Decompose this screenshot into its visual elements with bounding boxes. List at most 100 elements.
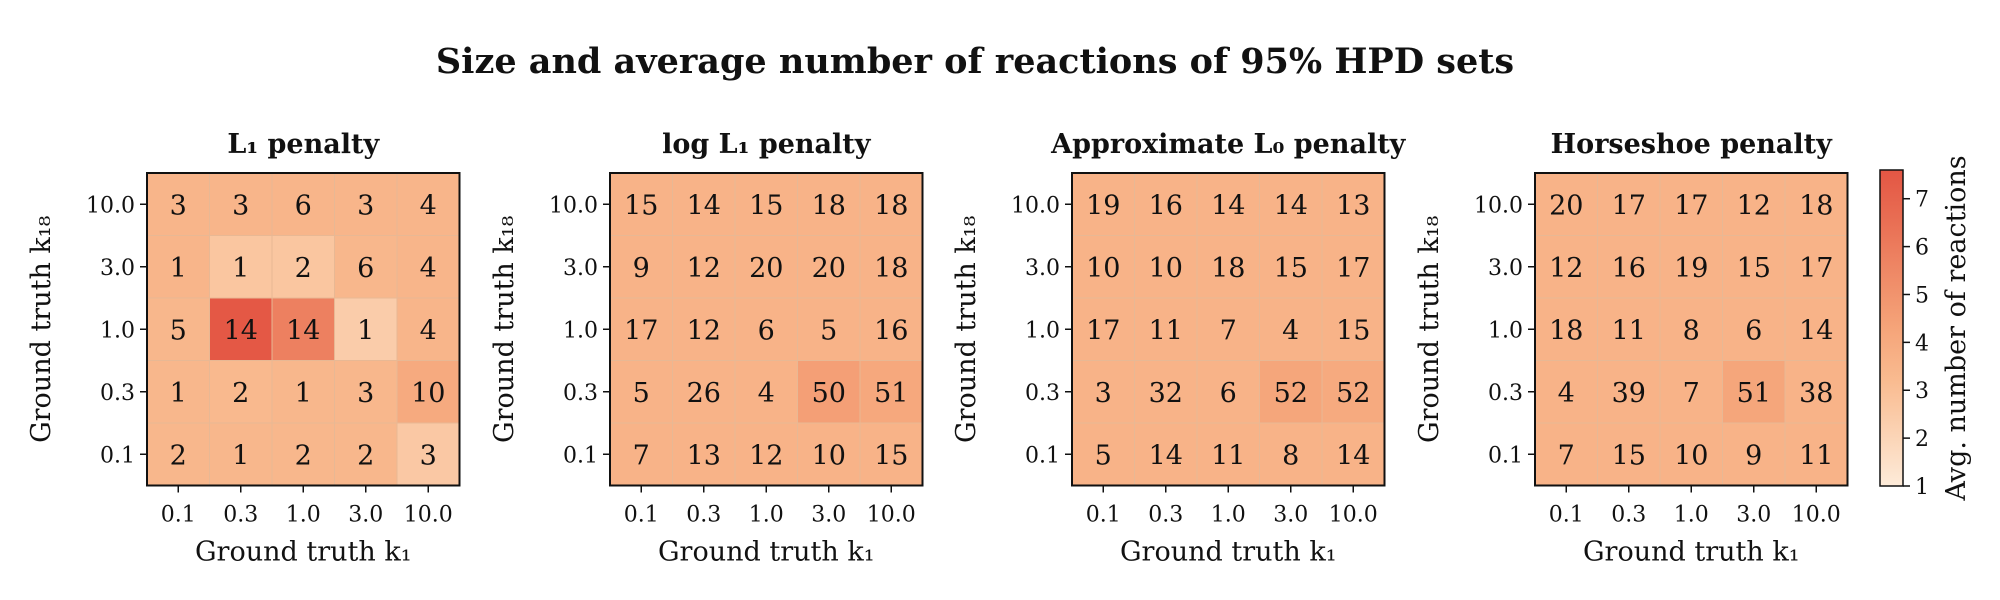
cell-label: 16: [1149, 190, 1183, 221]
cell-label: 18: [874, 253, 908, 284]
heatmap-cell: [1534, 360, 1598, 424]
heatmap-cell: [1196, 172, 1260, 236]
cell-label: 1: [232, 253, 249, 284]
cell-label: 5: [633, 378, 650, 409]
cell-label: 14: [1336, 440, 1370, 471]
cell-label: 7: [1220, 315, 1237, 346]
cell-label: 20: [1549, 190, 1583, 221]
x-tick-label: 0.3: [1148, 503, 1183, 528]
x-tick-label: 1.0: [749, 503, 784, 528]
heatmap-cell: [1784, 297, 1848, 361]
cell-label: 11: [1799, 440, 1833, 471]
colorbar-tick-label: 3: [1915, 379, 1929, 404]
heatmap-cell: [1597, 360, 1661, 424]
y-tick-label: 0.3: [1025, 381, 1060, 406]
x-tick-label: 10.0: [1329, 503, 1378, 528]
heatmap-cell: [1722, 360, 1786, 424]
cell-label: 10: [1674, 440, 1708, 471]
heatmap-panel-3: Approximate L₀ penalty 19 16 14 14 13 10 10 18 15…: [951, 129, 1407, 568]
cell-label: 50: [812, 378, 846, 409]
cell-label: 13: [1336, 190, 1370, 221]
heatmap-cell: [1659, 172, 1723, 236]
heatmap-cell: [1196, 235, 1260, 299]
cell-label: 15: [1612, 440, 1646, 471]
y-tick-label: 1.0: [1025, 318, 1060, 343]
heatmap-cell: [1784, 172, 1848, 236]
cell-label: 12: [687, 315, 721, 346]
cell-label: 5: [1095, 440, 1112, 471]
cell-label: 20: [812, 253, 846, 284]
heatmap-cell: [797, 172, 861, 236]
cell-label: 10: [1149, 253, 1183, 284]
heatmap-cell: [1071, 297, 1135, 361]
cell-label: 12: [687, 253, 721, 284]
cell-label: 15: [1737, 253, 1771, 284]
cell-label: 4: [1558, 378, 1575, 409]
x-tick-label: 1.0: [1211, 503, 1246, 528]
cell-label: 3: [232, 190, 249, 221]
cell-label: 10: [411, 378, 445, 409]
cell-label: 52: [1336, 378, 1370, 409]
cell-label: 10: [1086, 253, 1120, 284]
heatmap-cell: [609, 360, 673, 424]
cell-label: 3: [357, 190, 374, 221]
cell-label: 15: [624, 190, 658, 221]
heatmap-cell: [672, 360, 736, 424]
cell-label: 16: [874, 315, 908, 346]
colorbar-gradient: [1879, 169, 1904, 487]
heatmap-cell: [1597, 235, 1661, 299]
cell-label: 18: [1549, 315, 1583, 346]
heatmap-cell: [1134, 235, 1198, 299]
heatmap-cell: [1196, 297, 1260, 361]
cell-label: 2: [357, 440, 374, 471]
heatmap-cell: [609, 297, 673, 361]
cell-label: 17: [1086, 315, 1120, 346]
y-tick-label: 10.0: [549, 193, 598, 218]
x-tick-label: 10.0: [404, 503, 453, 528]
cell-label: 18: [1799, 190, 1833, 221]
y-tick-label: 0.3: [1488, 381, 1523, 406]
heatmap-cell: [271, 235, 335, 299]
y-tick-label: 3.0: [563, 256, 598, 281]
heatmap-cell: [1784, 422, 1848, 486]
y-tick-label: 0.1: [1025, 443, 1060, 468]
heatmap-cell: [271, 422, 335, 486]
cell-label: 17: [1336, 253, 1370, 284]
heatmap-cell: [1071, 422, 1135, 486]
cell-label: 6: [1745, 315, 1762, 346]
cell-label: 32: [1149, 378, 1183, 409]
cell-label: 51: [1737, 378, 1771, 409]
heatmap-cell: [1597, 297, 1661, 361]
x-tick-label: 0.1: [161, 503, 196, 528]
panel-title: Horseshoe penalty: [1551, 129, 1833, 160]
cell-label: 5: [170, 315, 187, 346]
cell-label: 3: [1095, 378, 1112, 409]
cell-label: 15: [874, 440, 908, 471]
cell-label: 11: [1211, 440, 1245, 471]
heatmap-cell: [146, 422, 210, 486]
cell-label: 18: [812, 190, 846, 221]
x-tick-label: 0.1: [1549, 503, 1584, 528]
y-axis-label: Ground truth k₁₈: [489, 215, 520, 443]
x-tick-label: 1.0: [286, 503, 321, 528]
heatmap-cell: [672, 172, 736, 236]
heatmap-cell: [734, 235, 798, 299]
y-tick-label: 0.1: [1488, 443, 1523, 468]
heatmap-cell: [1259, 360, 1323, 424]
cell-label: 16: [1612, 253, 1646, 284]
cell-label: 39: [1612, 378, 1646, 409]
heatmap-cell: [859, 297, 923, 361]
cell-label: 7: [1683, 378, 1700, 409]
cell-label: 7: [1558, 440, 1575, 471]
colorbar-tick-label: 7: [1915, 188, 1929, 213]
cell-label: 3: [420, 440, 437, 471]
y-axis-label: Ground truth k₁₈: [1414, 215, 1445, 443]
cell-label: 14: [1211, 190, 1245, 221]
cell-label: 13: [687, 440, 721, 471]
cell-label: 14: [687, 190, 721, 221]
heatmap-cell: [734, 297, 798, 361]
heatmap-cell: [609, 235, 673, 299]
cell-label: 14: [1149, 440, 1183, 471]
